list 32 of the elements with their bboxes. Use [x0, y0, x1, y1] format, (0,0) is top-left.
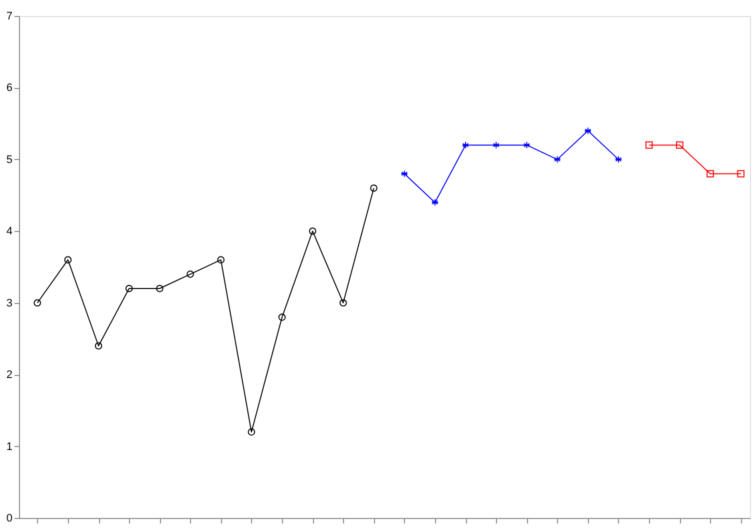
point	[523, 141, 530, 149]
point	[614, 156, 622, 164]
point	[217, 256, 225, 264]
point	[340, 299, 347, 307]
y-tick-label: 7	[6, 10, 12, 22]
point	[125, 284, 133, 292]
y-tick-label: 1	[6, 440, 12, 453]
point	[248, 428, 256, 436]
point	[584, 127, 592, 134]
y-tick-label: 6	[6, 82, 12, 94]
point	[64, 256, 72, 264]
point	[94, 342, 102, 350]
y-tick-label: 2	[6, 369, 12, 382]
point	[554, 156, 561, 164]
point	[156, 284, 164, 292]
y-tick-label: 5	[6, 154, 12, 166]
point	[308, 227, 316, 235]
point	[370, 184, 378, 192]
point	[34, 299, 42, 307]
point	[400, 170, 408, 178]
y-tick-label: 0	[6, 512, 12, 524]
point	[706, 170, 714, 178]
point	[431, 198, 439, 206]
point	[186, 270, 194, 278]
point	[737, 170, 744, 178]
point	[676, 141, 684, 149]
point	[462, 141, 470, 149]
y-tick-label: 3	[6, 297, 12, 310]
point	[645, 141, 653, 149]
y-tick-label: 4	[6, 226, 12, 238]
point	[492, 141, 500, 149]
point	[278, 314, 286, 321]
